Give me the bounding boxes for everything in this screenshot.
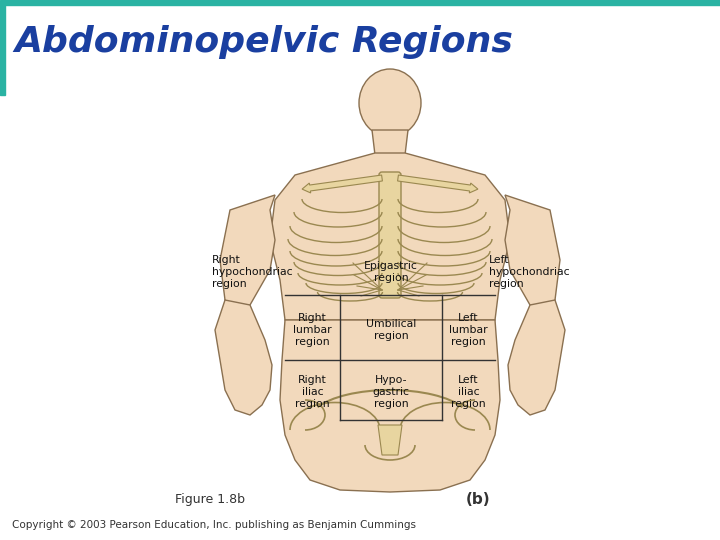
Polygon shape — [280, 320, 500, 492]
Ellipse shape — [359, 69, 421, 137]
Polygon shape — [215, 300, 272, 415]
Text: Copyright © 2003 Pearson Education, Inc. publishing as Benjamin Cummings: Copyright © 2003 Pearson Education, Inc.… — [12, 520, 416, 530]
Text: Left
hypochondriac
region: Left hypochondriac region — [488, 255, 569, 288]
Bar — [0, 0, 720, 5]
Polygon shape — [508, 300, 565, 415]
Polygon shape — [270, 153, 510, 320]
Text: Hypo-
gastric
region: Hypo- gastric region — [372, 375, 410, 409]
FancyBboxPatch shape — [379, 172, 401, 298]
Text: Figure 1.8b: Figure 1.8b — [175, 494, 245, 507]
Text: Right
lumbar
region: Right lumbar region — [293, 313, 332, 347]
Polygon shape — [372, 130, 408, 155]
Polygon shape — [505, 195, 560, 310]
FancyArrow shape — [397, 175, 478, 193]
Text: (b): (b) — [466, 492, 490, 508]
Text: Abdominopelvic Regions: Abdominopelvic Regions — [14, 25, 513, 59]
FancyArrow shape — [302, 175, 382, 193]
Polygon shape — [378, 425, 402, 455]
Text: Epigastric
region: Epigastric region — [364, 261, 418, 283]
Bar — [0, 5, 5, 95]
Text: Right
iliac
region: Right iliac region — [295, 375, 330, 409]
Text: Left
lumbar
region: Left lumbar region — [449, 313, 488, 347]
Polygon shape — [220, 195, 275, 310]
Text: Umbilical
region: Umbilical region — [366, 319, 416, 341]
Text: Left
iliac
region: Left iliac region — [451, 375, 486, 409]
Text: Right
hypochondriac
region: Right hypochondriac region — [212, 255, 292, 288]
